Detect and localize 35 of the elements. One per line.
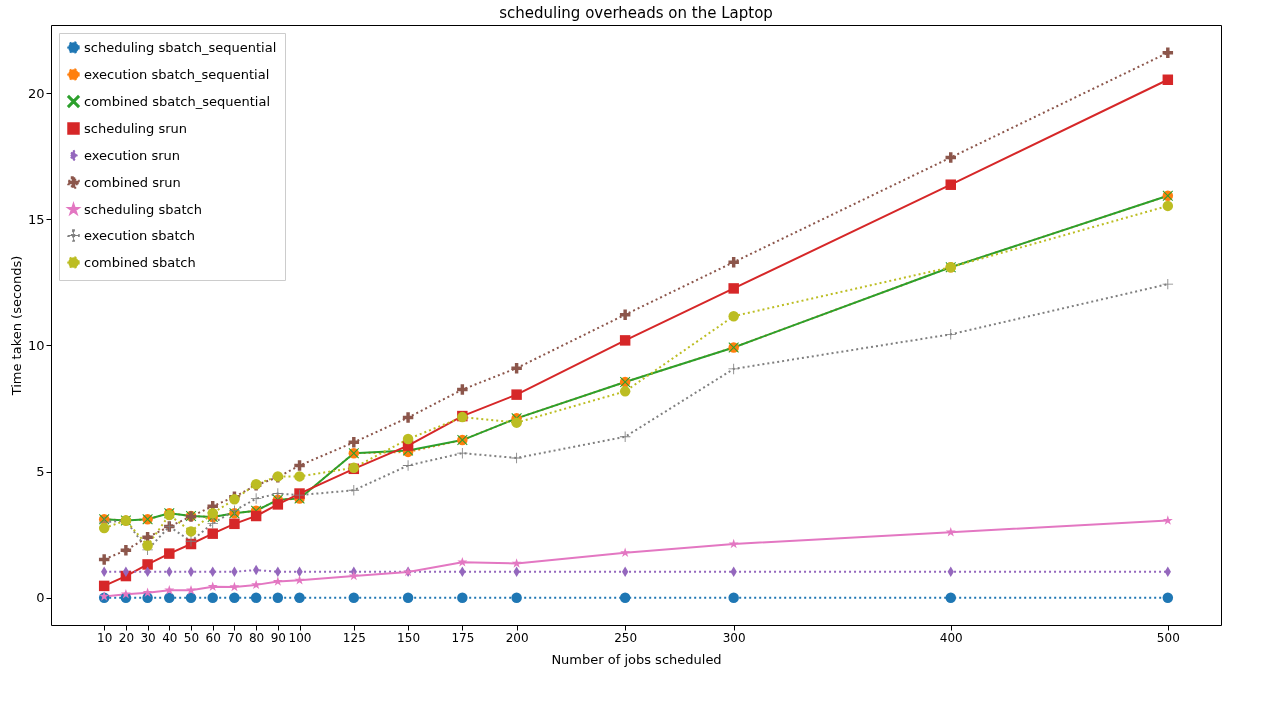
y-axis-title: Time taken (seconds) <box>8 255 24 397</box>
x-tick-label: 300 <box>722 630 746 645</box>
x-tick-label: 200 <box>505 630 529 645</box>
x-tick-label: 70 <box>227 630 243 645</box>
legend-label: execution srun <box>84 147 181 163</box>
x-tick-label: 90 <box>270 630 286 645</box>
legend-label: combined sbatch_sequential <box>84 93 271 109</box>
x-tick-label: 20 <box>118 630 135 645</box>
x-tick-label: 40 <box>162 630 178 645</box>
x-tick-label: 10 <box>97 630 113 645</box>
x-tick-label: 400 <box>939 630 963 645</box>
y-tick-label: 0 <box>36 590 45 606</box>
legend-label: combined srun <box>84 174 181 190</box>
x-tick-label: 60 <box>205 630 221 645</box>
chart-title: scheduling overheads on the Laptop <box>499 4 773 22</box>
x-tick-label: 150 <box>397 630 421 645</box>
x-tick-label: 250 <box>614 630 638 645</box>
y-tick-label: 5 <box>36 464 45 480</box>
legend-label: execution sbatch_sequential <box>84 66 270 82</box>
x-tick-label: 80 <box>248 630 265 645</box>
x-tick-label: 500 <box>1156 630 1180 645</box>
x-tick-label: 30 <box>140 630 156 645</box>
y-tick-label: 15 <box>27 211 45 227</box>
legend-label: execution sbatch <box>84 227 195 243</box>
x-tick-label: 175 <box>451 630 475 645</box>
legend-label: scheduling srun <box>84 120 188 136</box>
y-tick-label: 20 <box>27 85 45 101</box>
legend-label: combined sbatch <box>84 254 196 270</box>
x-tick-label: 100 <box>288 630 312 645</box>
y-tick-label: 10 <box>27 337 45 353</box>
legend-label: scheduling sbatch_sequential <box>84 39 277 55</box>
x-tick-label: 50 <box>183 630 200 645</box>
x-tick-label: 125 <box>342 630 366 645</box>
legend-label: scheduling sbatch <box>84 201 202 217</box>
x-axis-title: Number of jobs scheduled <box>551 651 722 667</box>
